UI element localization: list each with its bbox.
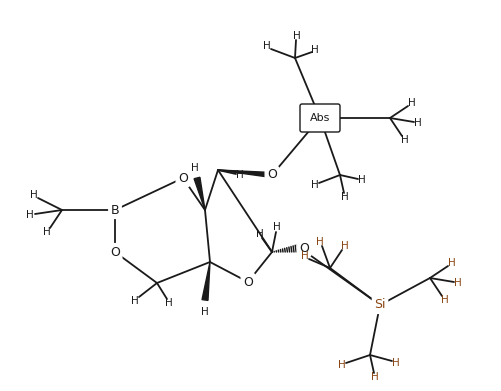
Text: H: H [273, 222, 281, 232]
Text: H: H [301, 251, 308, 261]
Text: H: H [357, 175, 365, 185]
Text: H: H [293, 31, 300, 41]
Text: H: H [370, 372, 378, 382]
Text: H: H [165, 298, 172, 308]
Text: H: H [256, 229, 264, 239]
Text: O: O [110, 246, 120, 258]
Text: H: H [191, 163, 198, 173]
Polygon shape [194, 177, 204, 210]
Text: H: H [43, 227, 51, 237]
Text: H: H [311, 45, 318, 55]
FancyBboxPatch shape [300, 104, 339, 132]
Text: O: O [242, 276, 253, 289]
Text: H: H [311, 180, 318, 190]
Text: H: H [407, 98, 415, 108]
Text: Abs: Abs [309, 113, 330, 123]
Text: H: H [201, 307, 208, 317]
Polygon shape [217, 170, 272, 178]
Text: H: H [391, 358, 399, 368]
Text: H: H [440, 295, 448, 305]
Text: H: H [131, 296, 139, 306]
Text: O: O [299, 242, 308, 255]
Text: H: H [235, 170, 243, 180]
Text: H: H [338, 360, 345, 370]
Text: B: B [110, 203, 119, 217]
Polygon shape [201, 262, 209, 300]
Text: H: H [447, 258, 455, 268]
Text: H: H [341, 241, 348, 251]
Text: H: H [26, 210, 34, 220]
Text: O: O [267, 169, 277, 181]
Text: H: H [316, 237, 323, 247]
Text: H: H [413, 118, 421, 128]
Text: Si: Si [374, 298, 385, 312]
Text: H: H [263, 41, 271, 51]
Text: H: H [30, 190, 38, 200]
Text: H: H [341, 192, 348, 202]
Text: H: H [453, 278, 461, 288]
Text: O: O [178, 172, 187, 185]
Text: H: H [400, 135, 408, 145]
